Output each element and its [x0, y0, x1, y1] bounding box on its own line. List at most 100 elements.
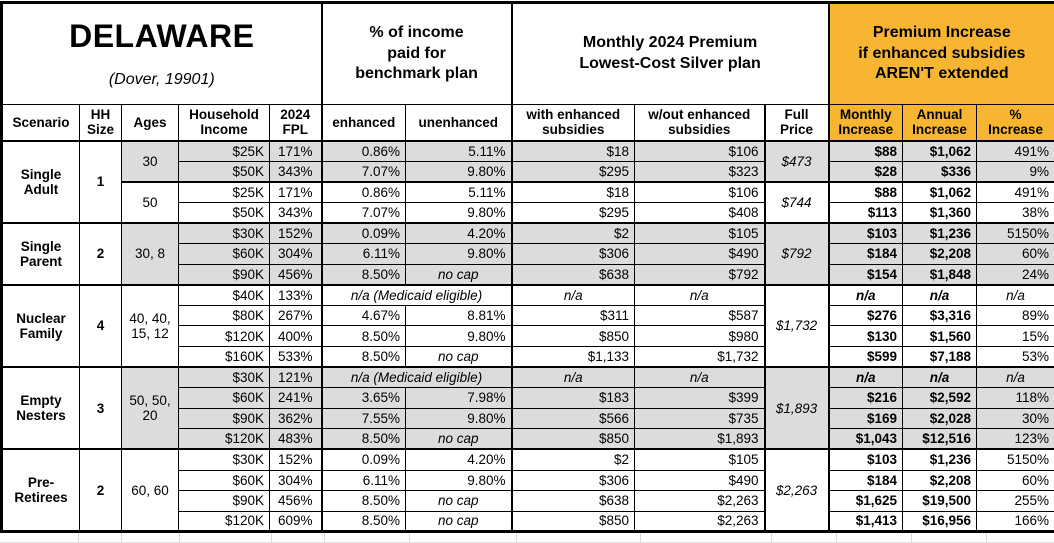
cell-annual-increase: n/a [903, 285, 977, 306]
cell-with-subsidies: $306 [512, 244, 635, 265]
cell-without-subsidies: $323 [635, 161, 765, 182]
cell-fpl: 241% [270, 388, 322, 409]
cell-without-subsidies: $106 [635, 141, 765, 162]
cell-without-subsidies: $792 [635, 264, 765, 285]
gridline-segment [837, 533, 912, 542]
cell-with-subsidies: $850 [512, 326, 635, 347]
cell-with-subsidies: $295 [512, 202, 635, 223]
cell-hh-size: 1 [80, 141, 122, 223]
col-header-ages: Ages [122, 105, 179, 141]
cell-hh-size: 3 [80, 367, 122, 449]
cell-monthly-increase: $103 [829, 449, 903, 470]
cell-enhanced: 0.86% [322, 141, 406, 162]
cell-fpl: 171% [270, 182, 322, 203]
cell-enhanced: 0.09% [322, 449, 406, 470]
cell-pct-increase: 89% [977, 305, 1054, 326]
cell-monthly-increase: $1,413 [829, 511, 903, 532]
cell-hh-size: 2 [80, 223, 122, 285]
cell-unenhanced: 5.11% [406, 182, 512, 203]
gridline-segment [325, 533, 410, 542]
gridline-segment [79, 533, 122, 542]
cell-income: $120K [179, 326, 270, 347]
cell-without-subsidies: n/a [635, 367, 765, 388]
cell-fpl: 267% [270, 305, 322, 326]
cell-annual-increase: $2,592 [903, 388, 977, 409]
cell-income: $50K [179, 202, 270, 223]
state-title: DELAWARE [3, 19, 321, 55]
gridline-segment [912, 533, 987, 542]
cell-with-subsidies: $850 [512, 429, 635, 450]
cell-without-subsidies: n/a [635, 285, 765, 306]
cell-enhanced: 7.07% [322, 161, 406, 182]
cell-pct-increase: 166% [977, 511, 1054, 532]
cell-pct-increase: 24% [977, 264, 1054, 285]
cell-fpl: 343% [270, 202, 322, 223]
cell-annual-increase: $3,316 [903, 305, 977, 326]
cell-unenhanced: 9.80% [406, 408, 512, 429]
cell-enhanced: 8.50% [322, 511, 406, 532]
cell-unenhanced: 7.98% [406, 388, 512, 409]
cell-annual-increase: $2,208 [903, 470, 977, 491]
cell-monthly-increase: n/a [829, 367, 903, 388]
cell-unenhanced: 9.80% [406, 202, 512, 223]
cell-annual-increase: $1,062 [903, 141, 977, 162]
cell-unenhanced: 8.81% [406, 305, 512, 326]
cell-monthly-increase: $184 [829, 470, 903, 491]
cell-annual-increase: $16,956 [903, 511, 977, 532]
cell-pct-increase: 5150% [977, 449, 1054, 470]
cell-with-subsidies: $18 [512, 182, 635, 203]
cell-monthly-increase: $88 [829, 182, 903, 203]
cell-scenario: Single Parent [2, 223, 80, 285]
cell-fpl: 400% [270, 326, 322, 347]
cell-income: $25K [179, 182, 270, 203]
cell-income: $60K [179, 388, 270, 409]
cell-annual-increase: $7,188 [903, 347, 977, 368]
cell-ages: 50, 50, 20 [122, 367, 179, 449]
cell-without-subsidies: $399 [635, 388, 765, 409]
cell-without-subsidies: $105 [635, 223, 765, 244]
cell-unenhanced: no cap [406, 347, 512, 368]
cell-income: $90K [179, 408, 270, 429]
cell-unenhanced: 9.80% [406, 161, 512, 182]
cell-full-price: $744 [765, 182, 829, 223]
cell-income: $60K [179, 244, 270, 265]
state-title-cell: DELAWARE (Dover, 19901) [2, 3, 322, 105]
cell-with-subsidies: $1,133 [512, 347, 635, 368]
cell-fpl: 121% [270, 367, 322, 388]
cell-enhanced: 7.55% [322, 408, 406, 429]
premium-comparison-table: DELAWARE (Dover, 19901) % of income paid… [0, 1, 1054, 533]
col-header-pct-increase: % Increase [977, 105, 1054, 141]
cell-income: $30K [179, 223, 270, 244]
gridline-segment [987, 533, 1054, 542]
cell-monthly-increase: $599 [829, 347, 903, 368]
cell-enhanced: 4.67% [322, 305, 406, 326]
cell-with-subsidies: $311 [512, 305, 635, 326]
gridline-segment [772, 533, 837, 542]
cell-enhanced: 8.50% [322, 264, 406, 285]
cell-without-subsidies: $1,732 [635, 347, 765, 368]
gridline-segment [122, 533, 180, 542]
cell-monthly-increase: $216 [829, 388, 903, 409]
cell-unenhanced: no cap [406, 511, 512, 532]
cell-unenhanced: 9.80% [406, 326, 512, 347]
cell-pct-increase: 60% [977, 470, 1054, 491]
cell-annual-increase: $1,560 [903, 326, 977, 347]
gridline-segment [0, 533, 79, 542]
cell-pct-increase: n/a [977, 367, 1054, 388]
cell-enhanced: 6.11% [322, 470, 406, 491]
cell-full-price: $473 [765, 141, 829, 182]
cell-annual-increase: $2,028 [903, 408, 977, 429]
cell-pct-increase: 60% [977, 244, 1054, 265]
cell-unenhanced: no cap [406, 264, 512, 285]
cell-without-subsidies: $408 [635, 202, 765, 223]
cell-with-subsidies: $2 [512, 223, 635, 244]
col-header-scenario: Scenario [2, 105, 80, 141]
cell-enhanced: 8.50% [322, 326, 406, 347]
cell-monthly-increase: $169 [829, 408, 903, 429]
section-header-income-pct: % of income paid for benchmark plan [322, 3, 512, 105]
cell-annual-increase: $1,848 [903, 264, 977, 285]
